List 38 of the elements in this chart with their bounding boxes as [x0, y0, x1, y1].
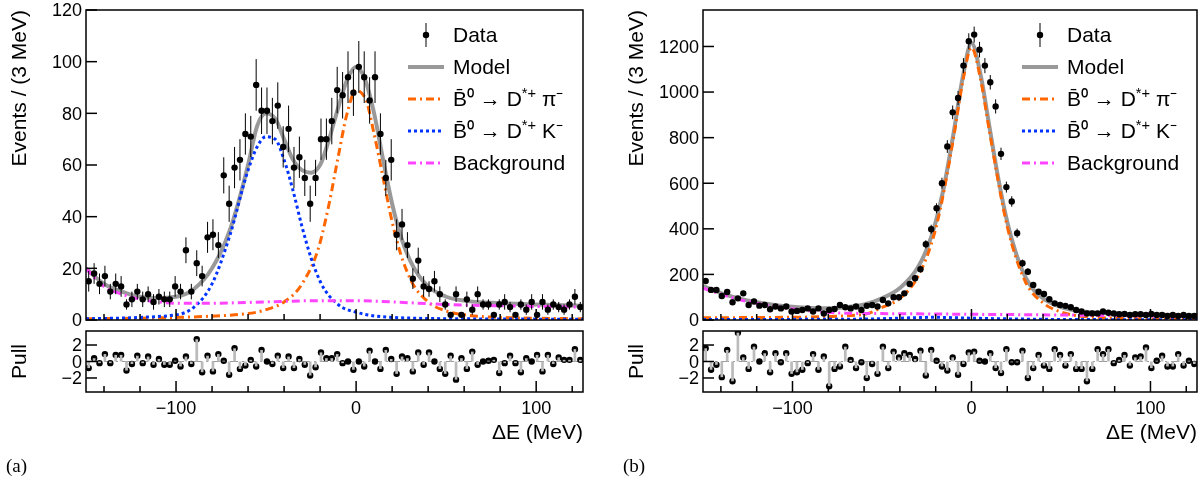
y-tick-label: 0: [71, 310, 82, 331]
legend-label: B̄⁰ → D$^{*+}$ K⁻: [453, 117, 563, 143]
legend-label: Background: [1067, 151, 1180, 175]
x-tick-label: 100: [521, 398, 552, 418]
legend-label: Model: [453, 55, 511, 79]
y-tick-label: 800: [668, 127, 699, 148]
y-tick-label: 600: [668, 173, 699, 194]
y-axis-title: Events / (3 MeV): [624, 10, 647, 167]
text: (a): [6, 455, 28, 477]
x-tick-label: −100: [772, 398, 813, 418]
x-axis-title: ΔE (MeV): [1105, 420, 1197, 443]
y-tick-label: 60: [61, 155, 82, 176]
y-tick-label: 400: [668, 219, 699, 240]
y-tick-label: 40: [61, 206, 82, 227]
x-tick-label: 0: [966, 398, 977, 418]
text: (b): [623, 455, 646, 477]
y-tick-label: 1200: [658, 36, 699, 57]
y-tick-label: 80: [61, 103, 82, 124]
legend-label: Model: [1067, 55, 1125, 79]
legend-label: B̄⁰ → D$^{*+}$ π⁻: [453, 85, 564, 111]
legend-label: B̄⁰ → D$^{*+}$ π⁻: [1067, 85, 1178, 111]
y-tick-label: 100: [51, 51, 82, 72]
x-tick-label: −100: [155, 398, 197, 418]
legend-label: B̄⁰ → D$^{*+}$ K⁻: [1067, 117, 1177, 143]
y-axis-title: Pull: [624, 343, 647, 380]
y-tick-label: 120: [51, 0, 82, 21]
legend-label: Data: [1067, 23, 1112, 47]
legend-label: Data: [453, 23, 498, 47]
legend-label: Background: [453, 151, 566, 175]
x-tick-label: 100: [1135, 398, 1166, 418]
y-axis-title: Pull: [7, 343, 30, 380]
y-tick-label: 200: [668, 264, 699, 285]
y-tick-label: 0: [688, 310, 699, 331]
y-tick-label: 1000: [658, 82, 699, 103]
y-axis-title: Events / (3 MeV): [7, 10, 30, 167]
y-tick-label: 20: [61, 258, 82, 279]
x-tick-label: 0: [351, 398, 362, 418]
x-axis-title: ΔE (MeV): [491, 420, 583, 443]
